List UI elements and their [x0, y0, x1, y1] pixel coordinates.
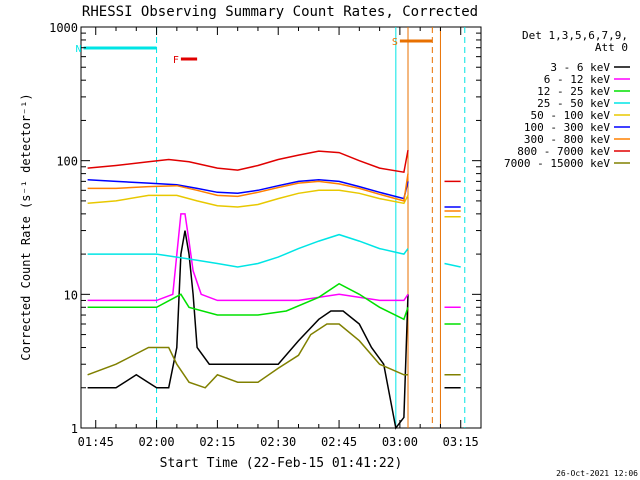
flag-label: F: [173, 55, 179, 66]
series-line: [444, 262, 461, 268]
series-line: [87, 233, 409, 268]
plot-area: [80, 26, 482, 429]
legend-label: 12 - 25 keV: [537, 85, 610, 98]
y-tick-label: 10: [64, 288, 78, 302]
legend-label: 6 - 12 keV: [544, 73, 611, 86]
x-axis-label: Start Time (22-Feb-15 01:41:22): [160, 456, 403, 471]
x-tick-label: 02:00: [139, 435, 175, 449]
legend-label: 300 - 800 keV: [524, 133, 610, 146]
legend-header-line-1: Det 1,3,5,6,7,9,: [522, 29, 628, 42]
y-tick-label: 1000: [49, 21, 78, 35]
legend-label: 25 - 50 keV: [537, 97, 610, 110]
y-axis-label: Corrected Count Rate (s⁻¹ detector⁻¹): [19, 93, 33, 360]
series-line: [87, 178, 409, 200]
series-line: [87, 323, 408, 389]
legend-header-line-2: Att 0: [595, 41, 628, 54]
footer-date: 26-Oct-2021 12:06: [556, 469, 638, 478]
legend-label: 800 - 7000 keV: [517, 145, 610, 158]
x-tick-label: 01:45: [78, 435, 114, 449]
series-line: [87, 230, 409, 430]
flag-bars: N F S: [76, 37, 433, 66]
series-lines: [87, 149, 461, 430]
x-tick-label: 02:30: [260, 435, 296, 449]
flag-label: S: [392, 37, 398, 48]
legend-label: 3 - 6 keV: [550, 61, 610, 74]
chart-title: RHESSI Observing Summary Count Rates, Co…: [82, 4, 478, 20]
x-tick-label: 02:15: [199, 435, 235, 449]
y-axis: 1 10 100 1000: [49, 21, 481, 436]
flag-label: N: [76, 44, 82, 55]
legend-label: 50 - 100 keV: [531, 109, 611, 122]
series-line: [87, 213, 409, 302]
y-tick-label: 1: [71, 422, 78, 436]
x-tick-label: 03:15: [443, 435, 479, 449]
legend-label: 100 - 300 keV: [524, 121, 610, 134]
x-tick-label: 02:45: [321, 435, 357, 449]
series-line: [87, 189, 409, 208]
legend-label: 7000 - 15000 keV: [504, 157, 610, 170]
y-tick-label: 100: [56, 155, 78, 169]
series-line: [87, 173, 409, 202]
x-axis: 01:45 02:00 02:15 02:30 02:45 03:00 03:15: [78, 27, 482, 449]
instrument-markers: [156, 27, 466, 428]
series-line: [87, 282, 409, 321]
x-tick-label: 03:00: [382, 435, 418, 449]
series-line: [87, 149, 409, 174]
